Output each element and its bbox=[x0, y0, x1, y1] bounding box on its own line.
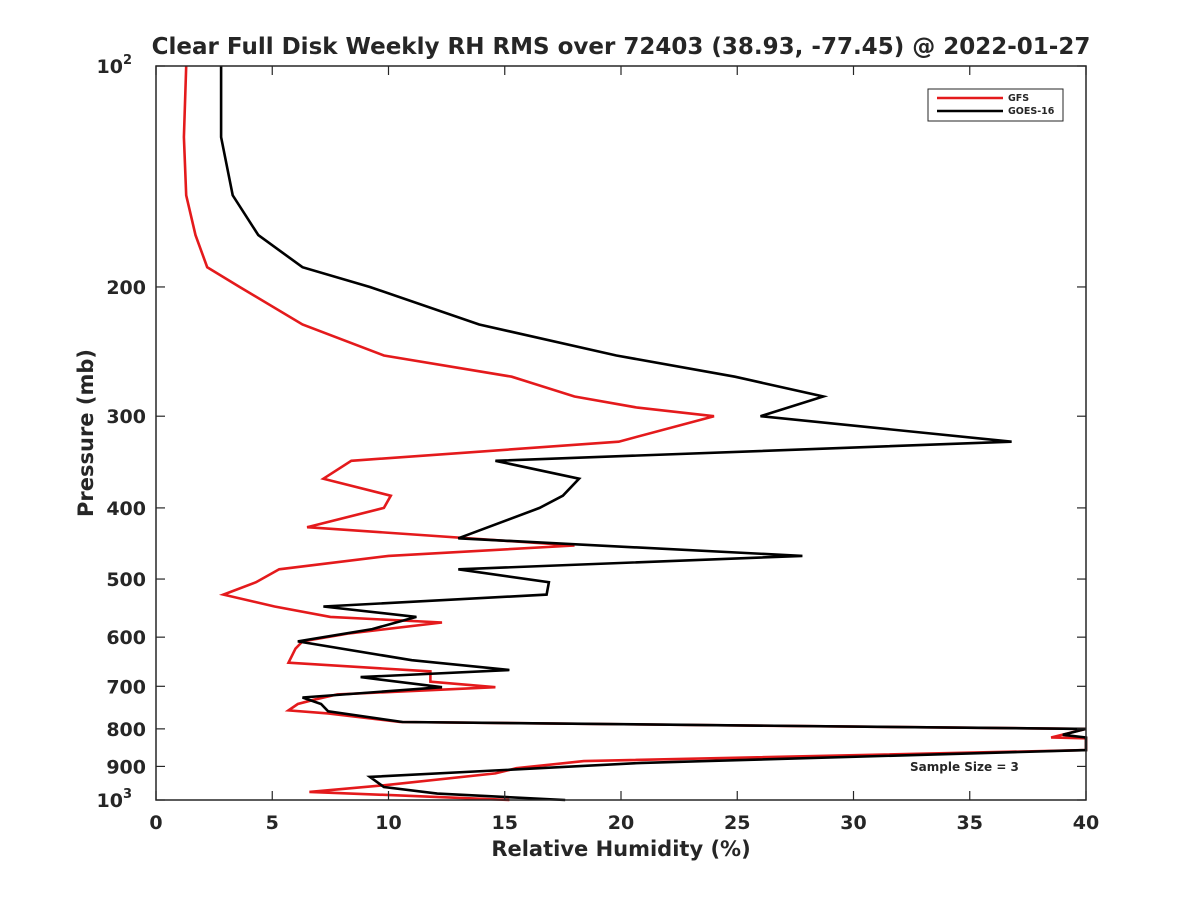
legend: GFS GOES-16 bbox=[927, 88, 1064, 122]
y-tick-label: 102 bbox=[97, 53, 133, 78]
chart-title: Clear Full Disk Weekly RH RMS over 72403… bbox=[152, 34, 1091, 60]
x-tick-label: 5 bbox=[266, 812, 279, 834]
y-tick-label: 600 bbox=[106, 627, 146, 649]
y-axis-ticks: 102 200 300 400 500 600 700 800 900 103 bbox=[97, 53, 1086, 812]
x-tick-label: 35 bbox=[957, 812, 983, 834]
x-tick-label: 25 bbox=[724, 812, 750, 834]
y-axis-label: Pressure (mb) bbox=[74, 349, 98, 517]
y-tick-label: 200 bbox=[106, 277, 146, 299]
series-line-goes16 bbox=[219, 66, 1088, 802]
x-tick-label: 15 bbox=[492, 812, 518, 834]
x-tick-label: 30 bbox=[840, 812, 866, 834]
x-axis-ticks: 0 5 10 15 20 25 30 35 40 bbox=[149, 66, 1099, 834]
sample-size-annotation: Sample Size = 3 bbox=[910, 760, 1019, 774]
x-tick-label: 20 bbox=[608, 812, 634, 834]
y-tick-label: 500 bbox=[106, 569, 146, 591]
x-axis-label: Relative Humidity (%) bbox=[491, 837, 750, 861]
x-tick-label: 40 bbox=[1073, 812, 1099, 834]
series-layer bbox=[182, 65, 1088, 802]
legend-label-goes16: GOES-16 bbox=[1008, 106, 1055, 117]
series-line-gfs bbox=[182, 65, 1088, 802]
y-tick-label: 900 bbox=[106, 756, 146, 778]
x-tick-label: 0 bbox=[149, 812, 162, 834]
legend-box bbox=[927, 88, 1064, 122]
y-tick-label: 700 bbox=[106, 676, 146, 698]
legend-label-gfs: GFS bbox=[1008, 93, 1029, 104]
y-tick-label: 300 bbox=[106, 406, 146, 428]
x-tick-label: 10 bbox=[375, 812, 401, 834]
y-tick-label: 800 bbox=[106, 719, 146, 741]
y-tick-label: 103 bbox=[97, 787, 133, 812]
y-tick-label: 400 bbox=[106, 498, 146, 520]
